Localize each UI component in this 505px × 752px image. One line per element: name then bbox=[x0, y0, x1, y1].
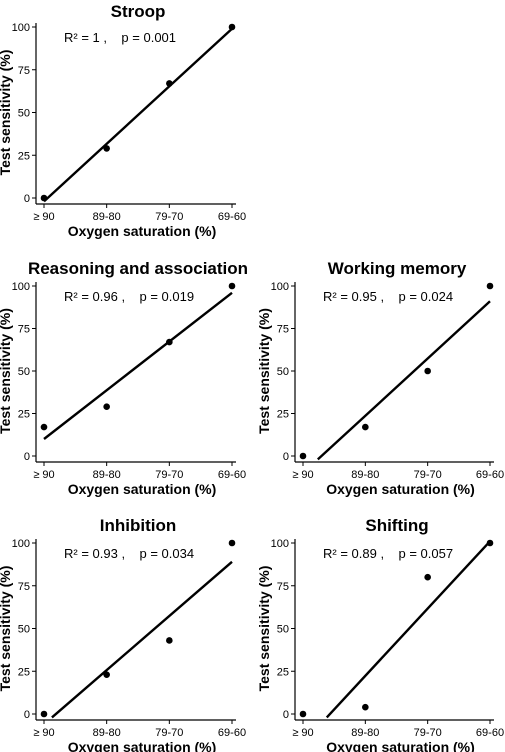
fit-line bbox=[325, 540, 491, 719]
fit-line bbox=[43, 291, 233, 440]
x-tick-label: ≥ 90 bbox=[33, 211, 54, 223]
stats-annotation: R² = 0.93 , p = 0.034 bbox=[64, 546, 194, 561]
x-axis-label: Oxygen saturation (%) bbox=[326, 739, 475, 752]
stats-annotation: R² = 0.89 , p = 0.057 bbox=[323, 546, 453, 561]
y-tick-label: 50 bbox=[277, 624, 289, 636]
panel-shifting: Shifting 0 25 50 75 100 ≥ 90 89-80 79-70 69-60Oxy… bbox=[256, 516, 504, 752]
fit-line bbox=[43, 27, 233, 203]
y-tick-label: 75 bbox=[18, 581, 30, 593]
fit-line bbox=[51, 560, 233, 719]
y-axis-label: Test sensitivity (%) bbox=[0, 308, 13, 434]
y-tick-label: 50 bbox=[18, 366, 30, 378]
chart-title: Inhibition bbox=[100, 516, 176, 535]
y-tick-label: 25 bbox=[18, 150, 30, 162]
y-tick-label: 25 bbox=[277, 666, 289, 678]
data-point bbox=[228, 539, 236, 547]
x-tick-label: 89-80 bbox=[351, 727, 379, 739]
x-axis-label: Oxygen saturation (%) bbox=[68, 481, 217, 497]
y-tick-label: 75 bbox=[18, 324, 30, 336]
x-tick-label: 79-70 bbox=[414, 469, 442, 481]
x-tick-label: 69-60 bbox=[218, 727, 246, 739]
panel-stroop: Stroop 0 25 50 75 100 ≥ 90 89-80 79-70 69-60Oxyge… bbox=[0, 2, 246, 239]
x-tick-label: ≥ 90 bbox=[33, 469, 54, 481]
panel-working-memory: Working memory 0 25 50 75 100 ≥ 90 89-80 79-70 69… bbox=[256, 259, 504, 497]
x-tick-label: 69-60 bbox=[218, 211, 246, 223]
y-axis-label: Test sensitivity (%) bbox=[256, 566, 272, 692]
y-tick-label: 0 bbox=[24, 193, 30, 205]
y-tick-label: 75 bbox=[277, 324, 289, 336]
panel-reasoning-and-association: Reasoning and association 0 25 50 75 100 ≥ 90 8… bbox=[0, 259, 248, 497]
x-axis-label: Oxygen saturation (%) bbox=[68, 739, 217, 752]
chart-title: Reasoning and association bbox=[28, 259, 248, 278]
data-point bbox=[103, 671, 110, 678]
data-point bbox=[103, 145, 110, 152]
data-point bbox=[299, 710, 307, 718]
x-tick-label: 69-60 bbox=[476, 727, 504, 739]
data-point bbox=[486, 282, 494, 290]
data-point bbox=[166, 80, 173, 87]
y-tick-label: 75 bbox=[18, 65, 30, 77]
y-tick-label: 50 bbox=[277, 366, 289, 378]
data-point bbox=[362, 423, 369, 431]
data-point bbox=[299, 452, 307, 460]
x-tick-label: 79-70 bbox=[155, 727, 183, 739]
data-point bbox=[228, 282, 236, 290]
y-tick-label: 100 bbox=[12, 22, 30, 34]
data-point bbox=[486, 539, 494, 547]
x-tick-label: ≥ 90 bbox=[33, 727, 54, 739]
y-tick-label: 25 bbox=[18, 409, 30, 421]
x-tick-label: 89-80 bbox=[351, 469, 379, 481]
stats-annotation: R² = 0.96 , p = 0.019 bbox=[64, 289, 194, 304]
x-tick-label: 89-80 bbox=[93, 211, 121, 223]
y-tick-label: 25 bbox=[18, 666, 30, 678]
chart-title: Shifting bbox=[365, 516, 428, 535]
data-point bbox=[228, 23, 236, 31]
data-point bbox=[40, 423, 48, 431]
y-tick-label: 100 bbox=[12, 538, 30, 550]
y-axis-label: Test sensitivity (%) bbox=[0, 50, 13, 176]
stats-annotation: R² = 1 , p = 0.001 bbox=[64, 30, 176, 45]
x-tick-label: ≥ 90 bbox=[292, 727, 313, 739]
data-point bbox=[424, 367, 431, 375]
stats-annotation: R² = 0.95 , p = 0.024 bbox=[323, 289, 453, 304]
data-point bbox=[103, 403, 110, 411]
y-tick-label: 75 bbox=[277, 581, 289, 593]
data-point bbox=[166, 637, 173, 644]
y-tick-label: 25 bbox=[277, 409, 289, 421]
y-tick-label: 0 bbox=[24, 451, 30, 463]
y-tick-label: 100 bbox=[271, 538, 289, 550]
chart-title: Working memory bbox=[328, 259, 467, 278]
data-point bbox=[40, 710, 48, 718]
x-tick-label: 79-70 bbox=[155, 211, 183, 223]
y-axis-label: Test sensitivity (%) bbox=[256, 308, 272, 434]
x-tick-label: 79-70 bbox=[155, 469, 183, 481]
y-tick-label: 0 bbox=[283, 451, 289, 463]
y-tick-label: 50 bbox=[18, 624, 30, 636]
data-point bbox=[424, 573, 431, 581]
y-tick-label: 100 bbox=[12, 281, 30, 293]
x-tick-label: 89-80 bbox=[93, 727, 121, 739]
x-axis-label: Oxygen saturation (%) bbox=[68, 223, 217, 239]
x-axis-label: Oxygen saturation (%) bbox=[326, 481, 475, 497]
x-tick-label: 89-80 bbox=[93, 469, 121, 481]
y-tick-label: 50 bbox=[18, 108, 30, 120]
data-point bbox=[40, 194, 48, 202]
y-axis-label: Test sensitivity (%) bbox=[0, 566, 13, 692]
fit-line bbox=[317, 300, 491, 461]
x-tick-label: 69-60 bbox=[218, 469, 246, 481]
y-tick-label: 0 bbox=[24, 709, 30, 721]
panel-inhibition: Inhibition 0 25 50 75 100 ≥ 90 89-80 79-70 69-60O… bbox=[0, 516, 246, 752]
x-tick-label: 79-70 bbox=[414, 727, 442, 739]
data-point bbox=[166, 338, 173, 346]
y-tick-label: 100 bbox=[271, 281, 289, 293]
chart-title: Stroop bbox=[111, 2, 166, 21]
x-tick-label: 69-60 bbox=[476, 469, 504, 481]
x-tick-label: ≥ 90 bbox=[292, 469, 313, 481]
data-point bbox=[362, 703, 369, 711]
y-tick-label: 0 bbox=[283, 709, 289, 721]
